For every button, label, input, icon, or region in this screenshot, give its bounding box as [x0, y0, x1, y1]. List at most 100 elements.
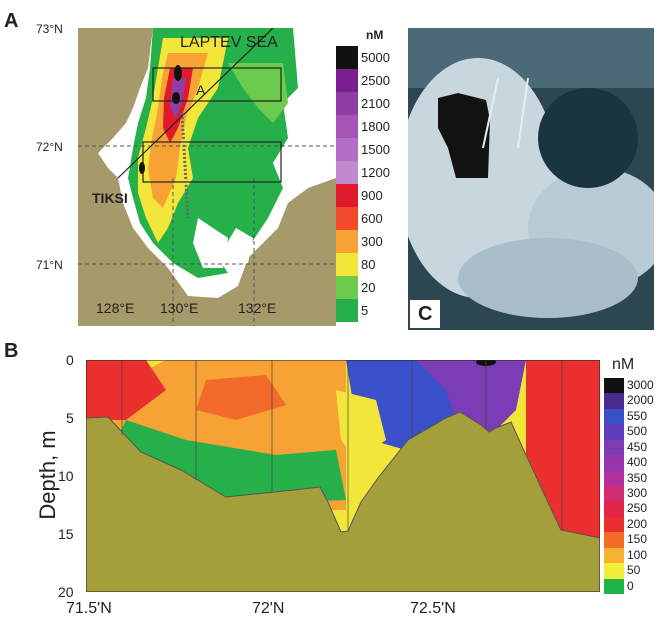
y-tick-10: 10 [58, 468, 74, 484]
legend-a-swatch [336, 115, 358, 138]
legend-a-swatch [336, 276, 358, 299]
legend-a-swatch [336, 161, 358, 184]
legend-a-value: 300 [361, 234, 383, 249]
x-tick-725: 72.5'N [410, 600, 456, 617]
x-tick-72: 72'N [252, 600, 285, 617]
legend-a-row: 300 [336, 230, 402, 253]
panel-b-section [86, 360, 600, 592]
lat-label-73: 73°N [36, 22, 63, 36]
legend-a-unit: nM [366, 28, 384, 42]
legend-a-swatch [336, 299, 358, 322]
legend-a-value: 80 [361, 257, 376, 272]
lon-label-128: 128°E [96, 300, 135, 316]
legend-a: 5000 2500 2100 1800 1500 1200 900 600 300 80 20 5 [336, 46, 402, 322]
legend-b-value: 100 [627, 547, 648, 562]
box-label-a: A [196, 82, 206, 98]
legend-b-row: 450 [604, 439, 658, 456]
legend-b: 3000 2000 550 500 450 400 350 300 250 200 150 100 50… [604, 378, 658, 594]
legend-b-swatch [604, 439, 624, 456]
legend-b-value: 400 [627, 455, 648, 470]
legend-a-swatch [336, 207, 358, 230]
legend-a-value: 2500 [361, 73, 390, 88]
legend-a-swatch [336, 230, 358, 253]
legend-b-value: 50 [627, 563, 641, 578]
legend-a-value: 5000 [361, 50, 390, 65]
legend-b-value: 200 [627, 516, 648, 531]
legend-a-value: 600 [361, 211, 383, 226]
legend-a-swatch [336, 138, 358, 161]
legend-b-value: 0 [627, 578, 634, 593]
legend-b-row: 300 [604, 486, 658, 502]
legend-b-row: 500 [604, 424, 658, 440]
legend-b-row: 150 [604, 532, 658, 548]
legend-a-row: 2500 [336, 69, 402, 92]
legend-a-value: 1200 [361, 165, 390, 180]
y-tick-0: 0 [66, 352, 74, 368]
lon-label-132: 132°E [238, 300, 277, 316]
legend-a-value: 20 [361, 280, 376, 295]
lon-label-130: 130°E [160, 300, 199, 316]
legend-b-value: 300 [627, 486, 648, 500]
legend-b-row: 3000 [604, 378, 658, 394]
legend-a-row: 5 [336, 299, 402, 322]
legend-a-row: 2100 [336, 92, 402, 115]
legend-b-row: 0 [604, 578, 658, 594]
lat-label-71: 71°N [36, 258, 63, 272]
legend-b-swatch [604, 486, 624, 502]
legend-b-value: 450 [627, 439, 648, 454]
legend-b-row: 550 [604, 408, 658, 425]
legend-a-swatch [336, 92, 358, 115]
legend-a-value: 5 [361, 303, 369, 318]
legend-a-row: 600 [336, 207, 402, 230]
legend-b-swatch [604, 378, 624, 394]
panel-b-letter: B [4, 340, 19, 362]
y-tick-20: 20 [58, 584, 74, 600]
legend-a-row: 1500 [336, 138, 402, 161]
legend-b-row: 100 [604, 547, 658, 564]
legend-a-value: 1800 [361, 119, 390, 134]
legend-b-row: 50 [604, 563, 658, 579]
legend-b-swatch [604, 424, 624, 440]
legend-b-swatch [604, 455, 624, 471]
legend-b-value: 500 [627, 424, 648, 439]
legend-b-swatch [604, 563, 624, 579]
legend-a-row: 20 [336, 276, 402, 299]
legend-a-row: 5000 [336, 46, 402, 69]
legend-b-row: 200 [604, 516, 658, 533]
city-label-tiksi: TIKSI [92, 190, 128, 206]
legend-b-value: 550 [627, 408, 648, 423]
legend-a-row: 900 [336, 184, 402, 207]
legend-a-row: 80 [336, 253, 402, 276]
panel-a-letter: A [4, 10, 19, 32]
legend-b-value: 3000 [627, 378, 654, 392]
panel-c-letter: C [418, 303, 433, 325]
legend-a-value: 1500 [361, 142, 390, 157]
x-tick-715: 71.5'N [66, 600, 112, 617]
legend-b-swatch [604, 532, 624, 548]
legend-b-swatch [604, 501, 624, 517]
lat-label-72: 72°N [36, 140, 63, 154]
legend-a-value: 900 [361, 188, 383, 203]
legend-b-row: 2000 [604, 393, 658, 409]
legend-b-value: 350 [627, 470, 648, 485]
legend-b-swatch [604, 547, 624, 564]
legend-a-swatch [336, 46, 358, 69]
legend-a-swatch [336, 253, 358, 276]
panel-a-map [78, 28, 336, 326]
legend-b-row: 350 [604, 470, 658, 486]
panel-c-letter-box [410, 300, 440, 328]
sea-label: LAPTEV SEA [180, 34, 278, 51]
legend-a-row: 1200 [336, 161, 402, 184]
legend-b-swatch [604, 408, 624, 425]
legend-b-swatch [604, 393, 624, 409]
y-tick-5: 5 [66, 410, 74, 426]
panel-c-photo [408, 28, 654, 330]
legend-b-swatch [604, 470, 624, 486]
legend-b-value: 250 [627, 501, 648, 516]
legend-b-swatch [604, 516, 624, 533]
legend-b-row: 400 [604, 455, 658, 471]
legend-a-swatch [336, 69, 358, 92]
legend-a-row: 1800 [336, 115, 402, 138]
y-tick-15: 15 [58, 526, 74, 542]
legend-b-swatch [604, 578, 624, 594]
